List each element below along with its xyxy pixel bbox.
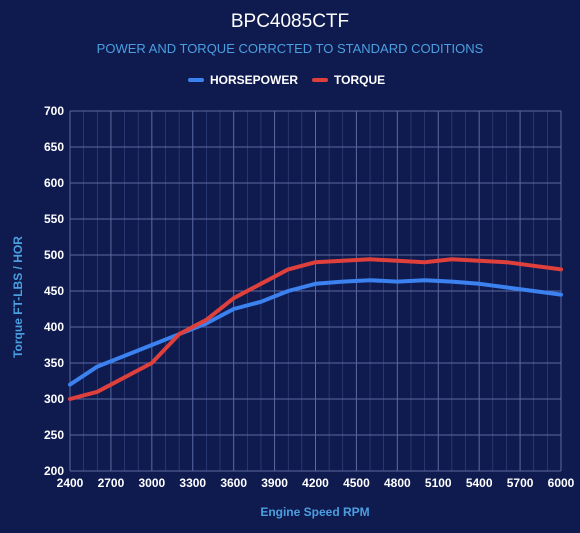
- y-axis-ticks: 200 250 300 350 400 450 500 550 600 650 700: [44, 104, 64, 478]
- x-tick-label: 2400: [57, 476, 84, 490]
- x-tick-label: 3300: [179, 476, 206, 490]
- y-tick-label: 650: [44, 140, 64, 154]
- x-tick-label: 4500: [343, 476, 370, 490]
- x-axis-ticks: 2400 2700 3000 3300 3600 3900 4200 4500 4800 5100…: [57, 476, 575, 490]
- series-line-torque: [68, 257, 563, 401]
- y-tick-label: 350: [44, 356, 64, 370]
- y-tick-label: 300: [44, 392, 64, 406]
- legend-label-torque: TORQUE: [334, 73, 385, 87]
- legend-label-horsepower: HORSEPOWER: [210, 73, 298, 87]
- y-tick-label: 700: [44, 104, 64, 118]
- x-tick-label: 5400: [466, 476, 493, 490]
- x-tick-label: 2700: [98, 476, 125, 490]
- x-tick-label: 5100: [425, 476, 452, 490]
- chart-subtitle: POWER AND TORQUE CORRCTED TO STANDARD CO…: [97, 41, 484, 56]
- y-tick-label: 250: [44, 428, 64, 442]
- y-tick-label: 450: [44, 284, 64, 298]
- y-axis-title: Torque FT-LBS / HOR: [11, 236, 25, 358]
- x-axis-title: Engine Speed RPM: [260, 505, 369, 519]
- chart-title: BPC4085CTF: [231, 11, 349, 32]
- x-tick-label: 3900: [261, 476, 288, 490]
- x-tick-label: 3000: [138, 476, 165, 490]
- legend: HORSEPOWER TORQUE: [188, 73, 385, 87]
- y-tick-label: 600: [44, 176, 64, 190]
- x-tick-label: 5700: [507, 476, 534, 490]
- x-tick-label: 4200: [302, 476, 329, 490]
- grid: [69, 110, 562, 472]
- x-tick-label: 4800: [384, 476, 411, 490]
- y-tick-label: 400: [44, 320, 64, 334]
- y-tick-label: 200: [44, 464, 64, 478]
- series-line-horsepower: [68, 278, 563, 387]
- y-tick-label: 500: [44, 248, 64, 262]
- x-tick-label: 3600: [220, 476, 247, 490]
- x-tick-label: 6000: [548, 476, 575, 490]
- y-tick-label: 550: [44, 212, 64, 226]
- series-lines: [68, 257, 563, 401]
